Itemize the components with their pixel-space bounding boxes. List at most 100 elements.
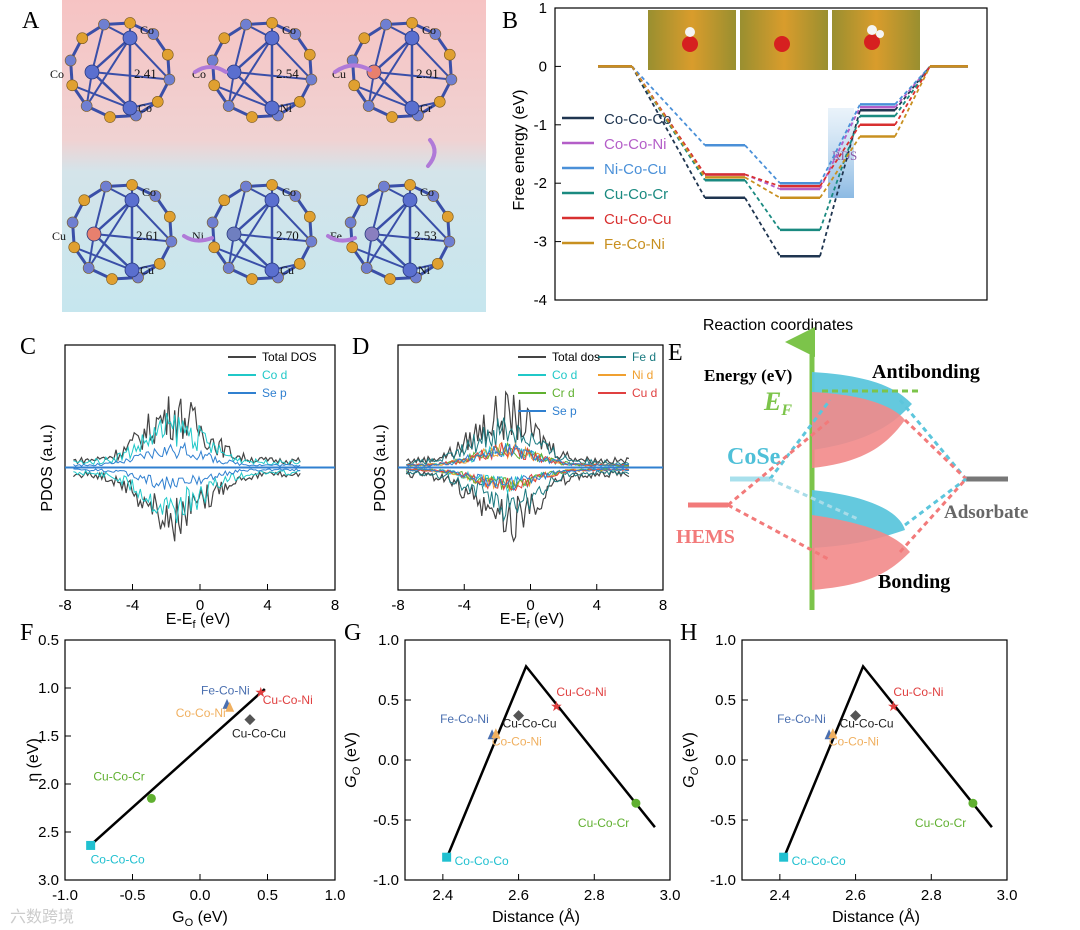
- y-tick-label: 1.0: [38, 680, 59, 697]
- legend-label: Fe d: [632, 350, 656, 364]
- transition-line: [744, 197, 781, 257]
- antibonding-label: Antibonding: [872, 361, 980, 383]
- x-tick-label: 2.4: [769, 887, 790, 904]
- metal-atom: [124, 192, 140, 208]
- series-cu-d: Cu d: [406, 386, 657, 492]
- x-tick-label: -1.0: [52, 887, 78, 904]
- co-atom: [362, 100, 375, 112]
- trend-line: [445, 663, 656, 859]
- arrow-6-to-5: [326, 234, 357, 243]
- point-marker: ★: [550, 699, 563, 715]
- panel-c: C -8 -4 0 4 8 Total DOS Co d Se p PDOS (a.u.) E…: [20, 334, 339, 631]
- y-tick-label: 2.0: [38, 776, 59, 793]
- legend-label: Co d: [552, 368, 577, 382]
- y-tick-label: -0.5: [710, 812, 736, 829]
- point-label: Co-Co-Ni: [829, 735, 879, 749]
- legend-label: Co-Co-Co: [604, 111, 672, 128]
- co-atom: [66, 216, 79, 229]
- point-cu-co-ni: ★Cu-Co-Ni: [254, 685, 312, 707]
- g-x-axis-label: Distance (Å): [492, 907, 580, 926]
- se-atom: [386, 111, 398, 123]
- se-atom: [348, 79, 361, 92]
- structure-1: Co Co Co 2.41: [50, 17, 176, 123]
- se-atom: [68, 241, 81, 254]
- se-atom: [246, 111, 258, 123]
- x-tick-label: 0.0: [190, 887, 211, 904]
- atom-label: Co: [282, 185, 296, 199]
- panel-label-e: E: [668, 340, 683, 366]
- metal-bond: [91, 37, 131, 73]
- x-tick-label: 8: [659, 597, 667, 614]
- co-atom: [100, 180, 112, 193]
- point-marker: [146, 793, 156, 803]
- point-label: Co-Co-Ni: [176, 706, 226, 720]
- atom-label: Cu: [140, 263, 154, 277]
- panel-a: A Co Co Co 2.41 Co Co Ni 2.54 Cu Co Cr 2.91 Cu Co Cu 2.…: [22, 0, 486, 312]
- metal-bond: [93, 199, 133, 235]
- atom-label: Ni: [280, 101, 293, 115]
- point-cu-co-cr: Cu-Co-Cr: [578, 798, 641, 830]
- point-cu-co-cr: Cu-Co-Cr: [93, 769, 156, 803]
- ligand-bond: [351, 246, 411, 271]
- point-label: Cu-Co-Cr: [93, 769, 144, 783]
- co-atom: [98, 18, 110, 31]
- co-atom: [344, 216, 357, 229]
- se-atom: [384, 273, 396, 285]
- x-tick-label: -0.5: [120, 887, 146, 904]
- scatter-plot-g: 2.4 2.6 2.8 3.0 -1.0 -0.5 0.0 0.5 1.0 Co-Co-Co Fe-…: [373, 632, 680, 904]
- c-y-axis-label: PDOS (a.u.): [39, 424, 56, 511]
- trend-line: [87, 688, 266, 849]
- panel-label-g: G: [344, 620, 361, 646]
- se-atom: [303, 210, 316, 223]
- transition-line: [894, 65, 931, 137]
- adsorption-images: [648, 10, 920, 70]
- panel-b-frame: [554, 7, 988, 301]
- pdos-down-trace: [73, 467, 301, 490]
- x-tick-label: 4: [593, 597, 601, 614]
- x-tick-label: 2.4: [432, 887, 453, 904]
- metal-atom: [86, 226, 102, 242]
- oxygen-atom: [864, 34, 880, 50]
- pdos-down-trace: [73, 469, 301, 524]
- ligand-bond: [371, 186, 385, 235]
- b-y-tick-label: 1: [539, 0, 547, 17]
- se-atom: [104, 111, 116, 123]
- energy-axis-label: Energy (eV): [704, 366, 792, 385]
- y-tick-label: 0.5: [378, 692, 399, 709]
- ligand-bond: [71, 84, 131, 109]
- point-marker: [513, 710, 525, 722]
- h-x-axis-label: Distance (Å): [832, 907, 920, 926]
- co-atom: [240, 180, 252, 193]
- se-atom: [293, 257, 306, 270]
- y-tick-label: 2.5: [38, 824, 59, 841]
- watermark: 六数跨境: [10, 907, 74, 926]
- hems-label: HEMS: [676, 526, 735, 548]
- transition-line: [819, 103, 861, 184]
- ligand-bond: [131, 199, 173, 243]
- point-marker: [631, 798, 641, 808]
- point-co-co-ni: Co-Co-Ni: [176, 701, 235, 720]
- point-cu-co-ni: ★Cu-Co-Ni: [550, 685, 606, 715]
- bond-distance: 2.54: [276, 66, 299, 81]
- point-label: Fe-Co-Ni: [440, 712, 489, 726]
- co-atom: [427, 190, 440, 202]
- se-atom: [431, 257, 444, 270]
- series-ni-co-cu: Ni-Co-Cu: [562, 65, 968, 185]
- metal-atom: [124, 262, 140, 278]
- metal-bond: [233, 71, 273, 109]
- arrow-2-to-3: [333, 63, 372, 74]
- point-co-co-co: Co-Co-Co: [442, 852, 509, 868]
- co-atom: [305, 235, 318, 248]
- series-fe-d: Fe d: [405, 350, 656, 523]
- point-marker: [779, 852, 789, 862]
- point-label: Fe-Co-Ni: [201, 683, 250, 697]
- transition-line: [819, 106, 861, 190]
- metal-atom: [264, 30, 280, 46]
- legend-label: Se p: [552, 404, 577, 418]
- metal-atom: [402, 262, 418, 278]
- panel-g: G 2.4 2.6 2.8 3.0 -1.0 -0.5 0.0 0.5 1.0 Co-Co-Co F…: [343, 620, 680, 926]
- point-marker: [442, 852, 452, 862]
- metal-bond: [233, 199, 273, 235]
- pdos-up-trace: [405, 390, 630, 466]
- metal-atom: [404, 30, 420, 46]
